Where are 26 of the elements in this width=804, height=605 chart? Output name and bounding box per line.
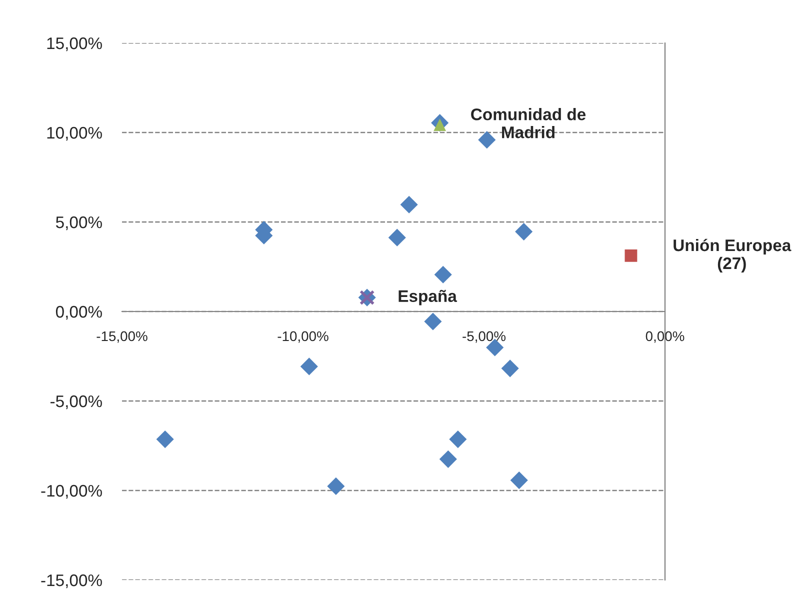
x-tick-label: -15,00% <box>96 331 148 343</box>
y-tick-label: 0,00% <box>56 306 102 320</box>
y-tick-label: 5,00% <box>56 216 102 230</box>
point <box>327 477 345 495</box>
text: Unión Europea (27) <box>674 238 792 272</box>
point <box>424 312 442 330</box>
point <box>388 228 406 246</box>
y-tick-label: -5,00% <box>50 395 102 410</box>
point <box>449 430 467 448</box>
point <box>156 430 174 448</box>
point <box>434 266 452 284</box>
point <box>478 131 496 149</box>
point <box>624 249 638 262</box>
point <box>300 358 318 376</box>
y-tick-label: -15,00% <box>41 574 102 588</box>
x-tick-label: -10,00% <box>278 331 328 343</box>
y-tick-label: 10,00% <box>47 126 102 141</box>
y-tick-label: 15,00% <box>47 37 102 52</box>
series-label: España <box>398 290 458 306</box>
point <box>510 472 528 490</box>
point <box>501 360 519 378</box>
point <box>400 196 418 214</box>
point <box>439 450 457 468</box>
x-tick-label: -5,00% <box>462 331 506 343</box>
y-tick-label: -10,00% <box>41 484 102 499</box>
point <box>515 222 533 240</box>
